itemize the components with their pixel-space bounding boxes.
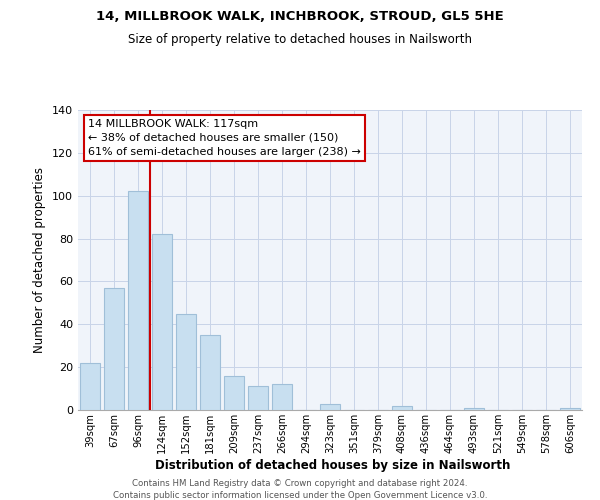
- Bar: [176, 314, 196, 410]
- Bar: [80, 363, 100, 410]
- Bar: [104, 288, 124, 410]
- Bar: [152, 234, 172, 410]
- Text: 14, MILLBROOK WALK, INCHBROOK, STROUD, GL5 5HE: 14, MILLBROOK WALK, INCHBROOK, STROUD, G…: [96, 10, 504, 23]
- Text: Contains public sector information licensed under the Open Government Licence v3: Contains public sector information licen…: [113, 490, 487, 500]
- Text: 14 MILLBROOK WALK: 117sqm
← 38% of detached houses are smaller (150)
61% of semi: 14 MILLBROOK WALK: 117sqm ← 38% of detac…: [88, 119, 361, 157]
- Bar: [272, 384, 292, 410]
- Bar: [224, 376, 244, 410]
- Bar: [320, 404, 340, 410]
- Text: Size of property relative to detached houses in Nailsworth: Size of property relative to detached ho…: [128, 32, 472, 46]
- Bar: [560, 408, 580, 410]
- Y-axis label: Number of detached properties: Number of detached properties: [34, 167, 46, 353]
- Bar: [128, 192, 148, 410]
- Text: Contains HM Land Registry data © Crown copyright and database right 2024.: Contains HM Land Registry data © Crown c…: [132, 480, 468, 488]
- Text: Distribution of detached houses by size in Nailsworth: Distribution of detached houses by size …: [155, 458, 511, 471]
- Bar: [248, 386, 268, 410]
- Bar: [392, 406, 412, 410]
- Bar: [464, 408, 484, 410]
- Bar: [200, 335, 220, 410]
